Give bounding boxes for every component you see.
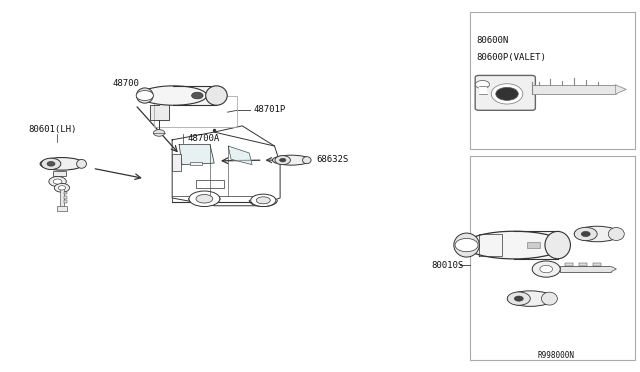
Bar	[532, 85, 616, 94]
Ellipse shape	[545, 231, 570, 259]
Bar	[154, 96, 237, 127]
Ellipse shape	[205, 86, 227, 105]
Polygon shape	[228, 146, 252, 165]
Circle shape	[508, 292, 531, 305]
Circle shape	[515, 296, 524, 301]
Circle shape	[540, 265, 552, 273]
FancyBboxPatch shape	[475, 76, 536, 110]
Bar	[515, 231, 557, 259]
Circle shape	[136, 90, 154, 100]
Circle shape	[581, 231, 590, 237]
Bar	[470, 13, 636, 149]
Text: 80010S: 80010S	[431, 261, 464, 270]
Ellipse shape	[256, 197, 270, 204]
Bar	[63, 192, 67, 194]
Polygon shape	[616, 85, 626, 94]
Circle shape	[476, 80, 490, 89]
Circle shape	[191, 92, 203, 99]
Ellipse shape	[40, 157, 84, 170]
Bar	[527, 242, 540, 248]
Circle shape	[47, 161, 55, 166]
Ellipse shape	[465, 231, 564, 259]
Bar	[53, 171, 67, 176]
Bar	[593, 263, 601, 266]
Text: 80601(LH): 80601(LH)	[29, 125, 77, 134]
Ellipse shape	[508, 291, 553, 307]
Bar	[63, 201, 67, 203]
Ellipse shape	[541, 292, 557, 305]
Bar	[60, 188, 63, 207]
Text: 68632S: 68632S	[317, 155, 349, 164]
Bar	[470, 157, 636, 359]
Ellipse shape	[454, 233, 479, 257]
Polygon shape	[611, 266, 616, 272]
Polygon shape	[179, 144, 214, 165]
Circle shape	[154, 129, 165, 136]
Bar	[57, 206, 67, 211]
Text: 48701P: 48701P	[253, 105, 285, 114]
Polygon shape	[479, 234, 502, 256]
Ellipse shape	[196, 195, 213, 203]
Polygon shape	[172, 132, 280, 206]
Ellipse shape	[140, 86, 207, 105]
Ellipse shape	[609, 228, 624, 240]
Ellipse shape	[492, 84, 523, 104]
Bar	[560, 266, 611, 272]
Circle shape	[49, 176, 67, 187]
Circle shape	[58, 186, 66, 190]
Circle shape	[275, 155, 291, 165]
Circle shape	[41, 158, 61, 170]
Text: 48700: 48700	[113, 79, 140, 88]
Circle shape	[280, 158, 286, 162]
Bar	[172, 154, 180, 171]
Text: 48700A: 48700A	[188, 134, 220, 143]
Circle shape	[455, 238, 478, 252]
Bar	[579, 263, 587, 266]
Bar	[196, 180, 224, 188]
Circle shape	[54, 183, 70, 192]
Text: 80600N: 80600N	[476, 36, 508, 45]
Circle shape	[574, 227, 597, 241]
Bar	[565, 263, 573, 266]
Text: R998000N: R998000N	[537, 351, 574, 360]
Bar	[63, 196, 67, 199]
Bar	[173, 86, 216, 105]
Ellipse shape	[77, 160, 86, 168]
Polygon shape	[150, 105, 169, 121]
Circle shape	[532, 261, 560, 277]
Ellipse shape	[574, 226, 620, 242]
Ellipse shape	[189, 191, 220, 206]
Ellipse shape	[273, 155, 310, 165]
Circle shape	[53, 179, 62, 184]
Text: 80600P(VALET): 80600P(VALET)	[476, 53, 546, 62]
Bar	[190, 161, 202, 165]
Ellipse shape	[136, 88, 153, 103]
Ellipse shape	[303, 157, 311, 164]
Circle shape	[496, 87, 518, 100]
Bar	[479, 86, 488, 94]
Ellipse shape	[251, 194, 276, 206]
